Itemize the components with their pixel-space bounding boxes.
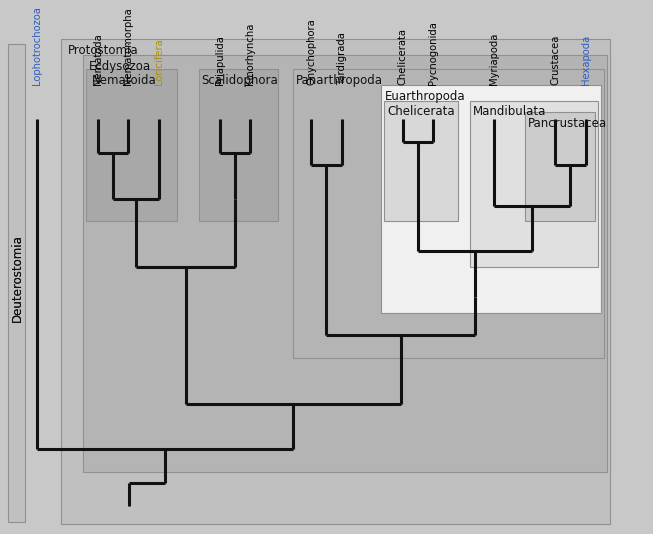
Bar [86,69,177,222]
Bar [61,40,610,524]
Text: Kinorhyncha: Kinorhyncha [246,22,255,85]
Text: Chelicerata: Chelicerata [387,105,455,119]
Text: Onychophora: Onychophora [306,18,316,85]
Bar [8,44,25,522]
Text: Deuterostomia: Deuterostomia [10,234,24,323]
Text: Chelicerata: Chelicerata [398,28,407,85]
Bar [199,69,278,222]
Text: Nematomorpha: Nematomorpha [123,7,133,85]
Bar [470,101,597,267]
Bar [385,101,458,222]
Text: Tardigrada: Tardigrada [337,32,347,85]
Text: Protostomia: Protostomia [67,44,138,57]
Text: Deuterostomia: Deuterostomia [10,234,24,323]
Text: Mandibulata: Mandibulata [473,105,546,119]
Text: Euarthropoda: Euarthropoda [385,90,465,103]
Text: Ecdysozoa: Ecdysozoa [89,60,151,73]
Bar [381,85,601,312]
Text: Pancrustacea: Pancrustacea [528,117,607,130]
Text: Priapulida: Priapulida [215,35,225,85]
Text: Hexapoda: Hexapoda [581,35,590,85]
Text: Nematoda: Nematoda [93,33,103,85]
Bar [524,112,595,222]
Bar [83,56,607,472]
Text: Pycnogonida: Pycnogonida [428,21,438,85]
Text: Scalidophora: Scalidophora [202,74,278,87]
Text: Crustacea: Crustacea [550,35,560,85]
Text: Myriapoda: Myriapoda [489,33,499,85]
Text: Panarthropoda: Panarthropoda [296,74,383,87]
Bar [293,69,604,358]
Text: Nematoida: Nematoida [92,74,157,87]
Text: Lophotrochozoa: Lophotrochozoa [32,6,42,85]
Text: Loricifera: Loricifera [154,38,164,85]
